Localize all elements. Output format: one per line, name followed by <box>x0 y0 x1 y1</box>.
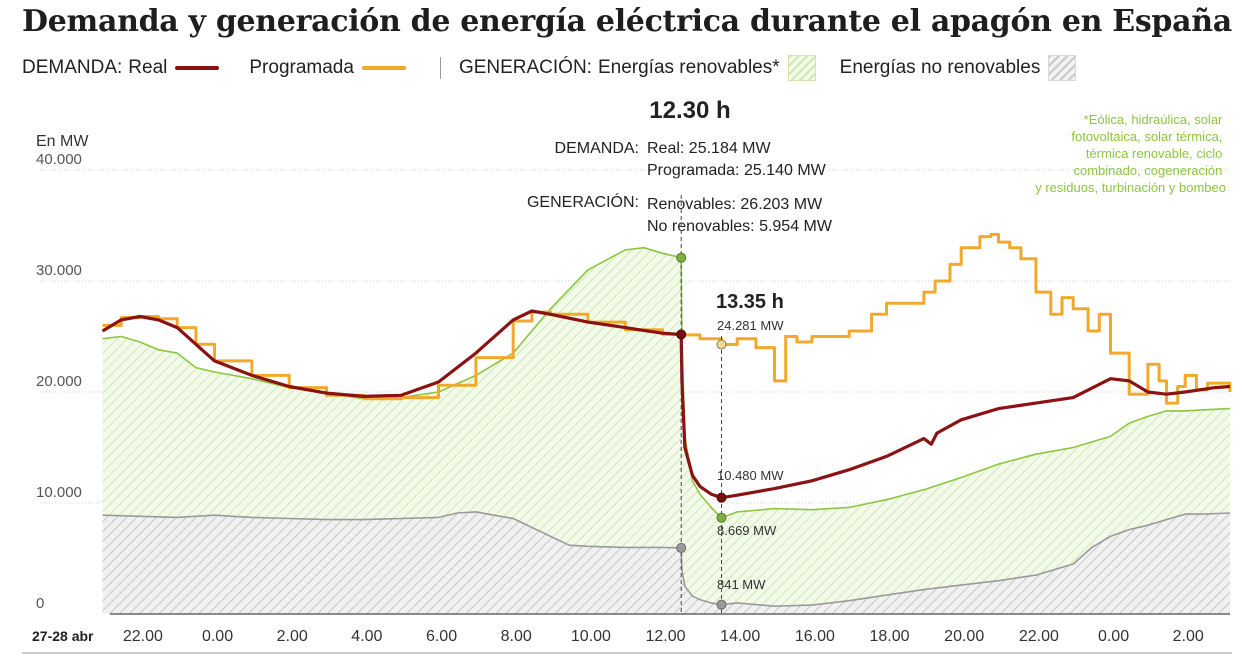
x-tick-label: 0.00 <box>1098 628 1129 645</box>
x-tick-label: 18.00 <box>870 628 910 645</box>
annotation-1230-time: 12.30 h <box>649 97 730 124</box>
real-line <box>101 309 1231 500</box>
annotation-1335-renovables: 8.669 MW <box>717 523 777 538</box>
x-tick-label: 4.00 <box>351 628 382 645</box>
footnote-line: *Eólica, hidraúlica, solar <box>1084 112 1223 127</box>
annotation-1335-time: 13.35 h <box>716 291 784 313</box>
annotation-1335: 13.35 h 24.281 MW 10.480 MW 8.669 MW 841… <box>716 291 784 592</box>
legend-separator <box>439 57 441 79</box>
legend: DEMANDA: Real Programada GENERACIÓN: Ene… <box>22 55 1077 81</box>
annotation-1230-real: Real: 25.184 MW <box>647 140 772 157</box>
legend-no-renovables-swatch <box>1048 55 1077 81</box>
data-marker <box>716 492 727 503</box>
y-tick-label: 20.000 <box>36 373 82 390</box>
legend-renovables-label: Energías renovables* <box>597 57 780 78</box>
footnote-line: fotovoltaica, solar térmica, <box>1071 129 1222 144</box>
x-tick-label: 16.00 <box>795 628 835 645</box>
y-axis-label: En MW <box>36 133 89 150</box>
x-date-label: 27-28 abr <box>32 628 94 644</box>
legend-no-renovables-label: Energías no renovables <box>839 57 1041 78</box>
footnote-line: térmica renovable, ciclo <box>1086 146 1223 161</box>
x-tick-label: 14.00 <box>720 628 760 645</box>
data-marker <box>676 329 687 340</box>
annotation-1335-no-renovables: 841 MW <box>717 577 766 592</box>
y-tick-label: 0 <box>36 595 44 612</box>
data-marker <box>716 339 727 350</box>
x-tick-label: 6.00 <box>426 628 457 645</box>
legend-real-label: Real <box>128 57 168 78</box>
footnote: *Eólica, hidraúlica, solar fotovoltaica,… <box>1035 112 1226 195</box>
x-tick-label: 0.00 <box>202 628 233 645</box>
footnote-line: combinado, cogeneración <box>1073 163 1222 178</box>
chart-title: Demanda y generación de energía eléctric… <box>22 4 1232 39</box>
data-marker <box>676 252 687 263</box>
legend-generacion-label: GENERACIÓN: <box>458 57 592 78</box>
x-tick-label: 10.00 <box>571 628 611 645</box>
x-tick-label: 2.00 <box>1173 628 1204 645</box>
y-tick-label: 30.000 <box>36 262 82 279</box>
x-tick-label: 22.00 <box>123 628 163 645</box>
legend-demanda-label: DEMANDA: <box>22 57 123 78</box>
x-tick-label: 8.00 <box>501 628 532 645</box>
annotation-1230: 12.30 h DEMANDA: Real: 25.184 MW Program… <box>527 97 833 235</box>
annotation-1230-renovables: Renovables: 26.203 MW <box>647 196 823 213</box>
legend-programada-swatch <box>361 66 406 70</box>
footnote-line: y residuos, turbinación y bombeo <box>1035 180 1226 195</box>
y-tick-label: 40.000 <box>36 151 82 168</box>
x-tick-label: 2.00 <box>277 628 308 645</box>
data-marker <box>716 512 727 523</box>
annotation-1230-generacion-label: GENERACIÓN: <box>527 192 639 211</box>
data-marker <box>716 599 727 610</box>
annotation-1335-real: 10.480 MW <box>717 468 784 483</box>
no-renovables-line <box>102 511 1231 607</box>
legend-programada-label: Programada <box>249 57 354 78</box>
no-renovables-area <box>102 511 1230 614</box>
annotation-1335-programada: 24.281 MW <box>717 318 784 333</box>
annotation-1230-no-renovables: No renovables: 5.954 MW <box>647 218 833 235</box>
legend-renovables-swatch <box>787 55 816 81</box>
x-tick-label: 22.00 <box>1019 628 1059 645</box>
legend-real-swatch <box>175 66 220 70</box>
x-tick-label: 20.00 <box>944 628 984 645</box>
data-marker <box>676 542 687 553</box>
y-tick-label: 10.000 <box>36 484 82 501</box>
annotation-1230-programada: Programada: 25.140 MW <box>647 162 827 179</box>
bottom-rule <box>22 652 1232 654</box>
x-tick-label: 12.00 <box>646 628 686 645</box>
annotation-1230-demanda-label: DEMANDA: <box>555 140 639 157</box>
